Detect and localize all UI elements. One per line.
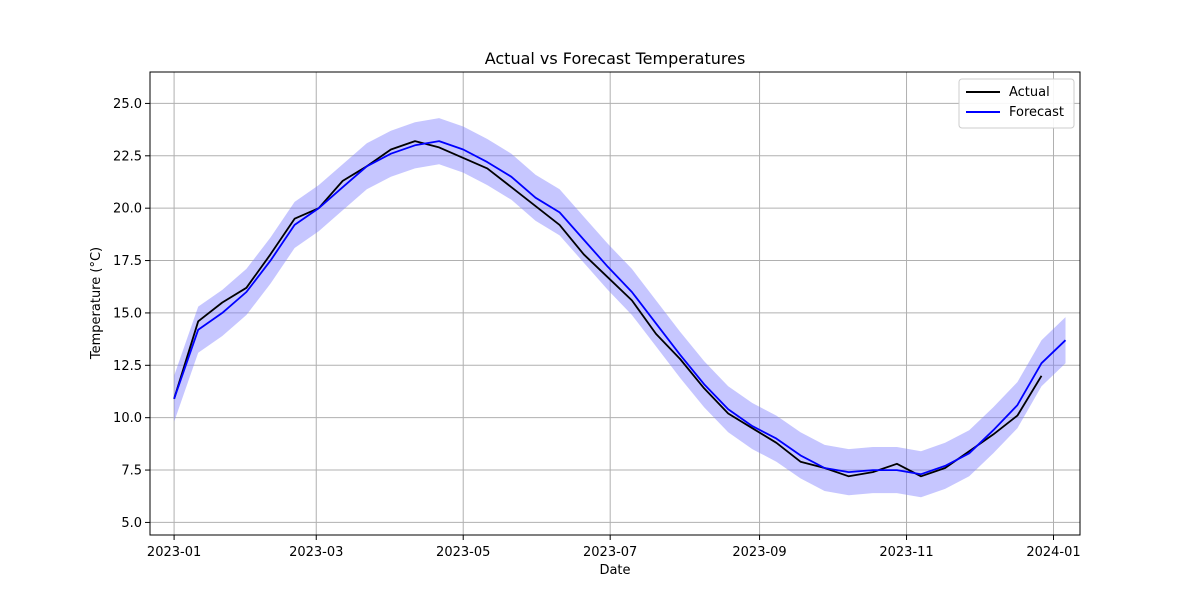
y-tick-label: 15.0 <box>113 306 142 321</box>
legend-label-forecast: Forecast <box>1009 105 1064 120</box>
x-tick-label: 2023-03 <box>289 545 343 560</box>
x-tick-label: 2023-09 <box>732 545 786 560</box>
series-layer <box>173 140 1067 478</box>
x-axis-title: Date <box>599 563 630 578</box>
confidence-band-layer <box>174 118 1066 498</box>
y-tick-label: 25.0 <box>113 97 142 112</box>
plot-frame <box>149 71 1081 536</box>
x-tick-label: 2023-11 <box>879 545 933 560</box>
y-tick-label: 5.0 <box>121 516 142 531</box>
y-axis-title: Temperature (°C) <box>89 247 104 360</box>
legend-label-actual: Actual <box>1009 85 1050 100</box>
y-tick-label: 10.0 <box>113 411 142 426</box>
y-tick-label: 7.5 <box>121 464 142 479</box>
tick-layer: 2023-01 2023-03 2023-05 2023-07 2023-09 2023-… <box>113 97 1081 560</box>
y-tick-label: 17.5 <box>113 254 142 269</box>
series-line-forecast <box>173 140 1067 476</box>
x-tick-label: 2023-07 <box>583 545 637 560</box>
y-tick-label: 20.0 <box>113 202 142 217</box>
x-tick-label: 2024-01 <box>1026 545 1080 560</box>
x-tick-label: 2023-05 <box>436 545 490 560</box>
x-tick-label: 2023-01 <box>147 545 201 560</box>
forecast-confidence-band <box>174 118 1066 498</box>
y-tick-label: 12.5 <box>113 359 142 374</box>
chart-title: Actual vs Forecast Temperatures <box>485 49 746 68</box>
legend: Actual Forecast <box>958 78 1075 129</box>
y-tick-label: 22.5 <box>113 149 142 164</box>
